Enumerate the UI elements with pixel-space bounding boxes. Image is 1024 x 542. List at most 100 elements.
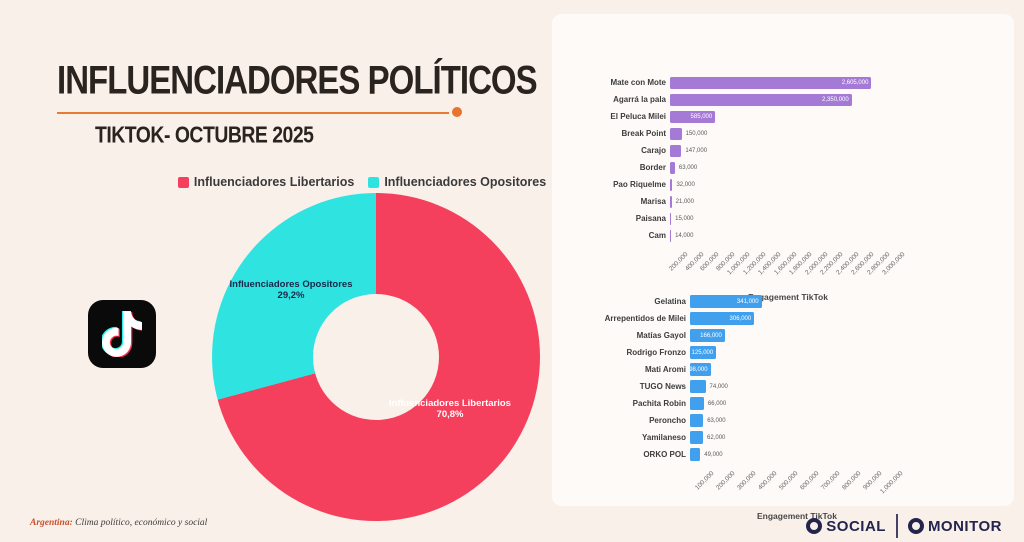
bar: 2,350,000: [670, 93, 852, 106]
bar: [670, 127, 682, 140]
bar-track: 14,000: [670, 227, 902, 244]
bar-row: El Peluca Milei 585,000: [548, 108, 1018, 125]
category-label: Mate con Mote: [610, 78, 666, 87]
bar-row: Paisana 15,000: [548, 210, 1018, 227]
social-logo-icon: [806, 518, 823, 534]
footer-logos: SOCIAL MONITOR: [806, 514, 1002, 538]
bar-track: 21,000: [670, 193, 902, 210]
tiktok-note-icon: [102, 311, 142, 357]
bar-chart-opositores: Gelatina 341,000 Arrepentidos de Milei 306,…: [548, 293, 1018, 521]
value-label: 14,000: [675, 232, 694, 239]
legend-label: Influenciadores Libertarios: [193, 175, 355, 189]
value-label: 62,000: [707, 434, 726, 441]
social-logo: SOCIAL: [806, 518, 886, 535]
bar-track: 62,000: [690, 429, 900, 446]
bar-row: Rodrigo Fronzo 125,000: [548, 344, 1018, 361]
category-label: Carajo: [641, 146, 666, 155]
bar: 2,605,000: [670, 76, 872, 89]
bar: 166,000: [690, 329, 725, 342]
donut-hole: [313, 294, 439, 420]
value-label: 98,000: [689, 366, 708, 373]
bar: 585,000: [670, 110, 716, 123]
bar: [670, 195, 672, 208]
bar: [690, 397, 704, 410]
monitor-logo-icon: [907, 518, 924, 534]
bar-track: 15,000: [670, 210, 902, 227]
category-label: Border: [639, 163, 666, 172]
value-label: 341,000: [736, 298, 759, 305]
bar: 98,000: [689, 363, 711, 376]
pie-slice-label-libertarios: Influenciadores Libertarios 70,8%: [389, 398, 511, 421]
value-label: 15,000: [675, 215, 694, 222]
monitor-logo: MONITOR: [907, 518, 1002, 535]
page-subtitle: TIKTOK- OCTUBRE 2025: [95, 123, 314, 149]
legend-item: Influenciadores Libertarios: [177, 175, 355, 189]
value-label: 49,000: [704, 451, 723, 458]
bar-track: 49,000: [690, 446, 900, 463]
bar-row: Matías Gayol 166,000: [548, 327, 1018, 344]
bar-track: 341,000: [690, 293, 900, 310]
legend-label: Influenciadores Opositores: [384, 175, 547, 189]
value-label: 63,000: [678, 164, 698, 171]
bar-rows: Mate con Mote 2,605,000 Agarrá la pala 2,35…: [548, 74, 1018, 244]
bar: 341,000: [690, 295, 762, 308]
bar-row: Pao Riquelme 32,000: [548, 176, 1018, 193]
page-title: INFLUENCIADORES POLÍTICOS: [57, 58, 538, 103]
bar-row: Gelatina 341,000: [548, 293, 1018, 310]
category-label: Agarrá la pala: [613, 95, 666, 104]
bar-row: Marisa 21,000: [548, 193, 1018, 210]
bar-row: Peroncho 63,000: [548, 412, 1018, 429]
category-label: Matías Gayol: [636, 331, 686, 340]
category-label: ORKO POL: [643, 450, 686, 459]
bar-track: 2,605,000: [670, 74, 902, 91]
tiktok-logo: [88, 300, 156, 368]
category-label: Yamilaneso: [641, 433, 686, 442]
bar-track: 98,000: [689, 361, 900, 378]
bar-chart-libertarios: Mate con Mote 2,605,000 Agarrá la pala 2,35…: [548, 74, 1018, 302]
bar-track: 166,000: [690, 327, 900, 344]
category-label: Mati Aromi: [644, 365, 686, 374]
title-underline: [57, 112, 449, 114]
bar-row: Pachita Robin 66,000: [548, 395, 1018, 412]
bar-track: 66,000: [690, 395, 900, 412]
bar-track: 125,000: [690, 344, 900, 361]
value-label: 125,000: [691, 349, 714, 356]
value-label: 21,000: [675, 198, 694, 205]
category-label: Break Point: [621, 129, 666, 138]
bar-row: Cam 14,000: [548, 227, 1018, 244]
bar: 306,000: [690, 312, 755, 325]
bar-track: 74,000: [690, 378, 900, 395]
bar: 125,000: [690, 346, 717, 359]
bar-row: Carajo 147,000: [548, 142, 1018, 159]
pie-slice-label-opositores: Influenciadores Opositores 29,2%: [229, 279, 353, 302]
bar: [670, 178, 673, 191]
value-label: 306,000: [729, 315, 752, 322]
value-label: 63,000: [707, 417, 726, 424]
value-label: 2,350,000: [822, 96, 849, 103]
legend-swatch: [177, 176, 189, 188]
x-axis-title: Engagement TikTok: [757, 511, 837, 521]
x-axis-title: Engagement TikTok: [748, 292, 828, 302]
category-label: Pachita Robin: [632, 399, 686, 408]
bar: [690, 414, 704, 427]
bar-row: Arrepentidos de Milei 306,000: [548, 310, 1018, 327]
social-logo-text: SOCIAL: [826, 517, 886, 535]
value-label: 2,605,000: [841, 79, 869, 86]
category-label: Rodrigo Fronzo: [626, 348, 686, 357]
bar-track: 147,000: [670, 142, 902, 159]
bar: [690, 380, 706, 393]
bar: [690, 431, 704, 444]
bar: [670, 161, 675, 174]
value-label: 585,000: [690, 113, 713, 120]
footer-note-text: Clima político, económico y social: [72, 518, 208, 528]
category-label: Cam: [648, 231, 666, 240]
footer-note: Argentina: Clima político, económico y s…: [30, 518, 207, 528]
bar-track: 150,000: [670, 125, 902, 142]
x-axis-ticks: 200,000 400,000 600,000 800,000 1,000,000 1,2…: [548, 244, 1018, 288]
donut-chart: Influenciadores Libertarios 70,8% Influen…: [212, 193, 540, 521]
bar: [670, 144, 682, 157]
bar-track: 2,350,000: [670, 91, 902, 108]
bar-row: Mati Aromi 98,000: [548, 361, 1018, 378]
value-label: 32,000: [676, 181, 695, 188]
